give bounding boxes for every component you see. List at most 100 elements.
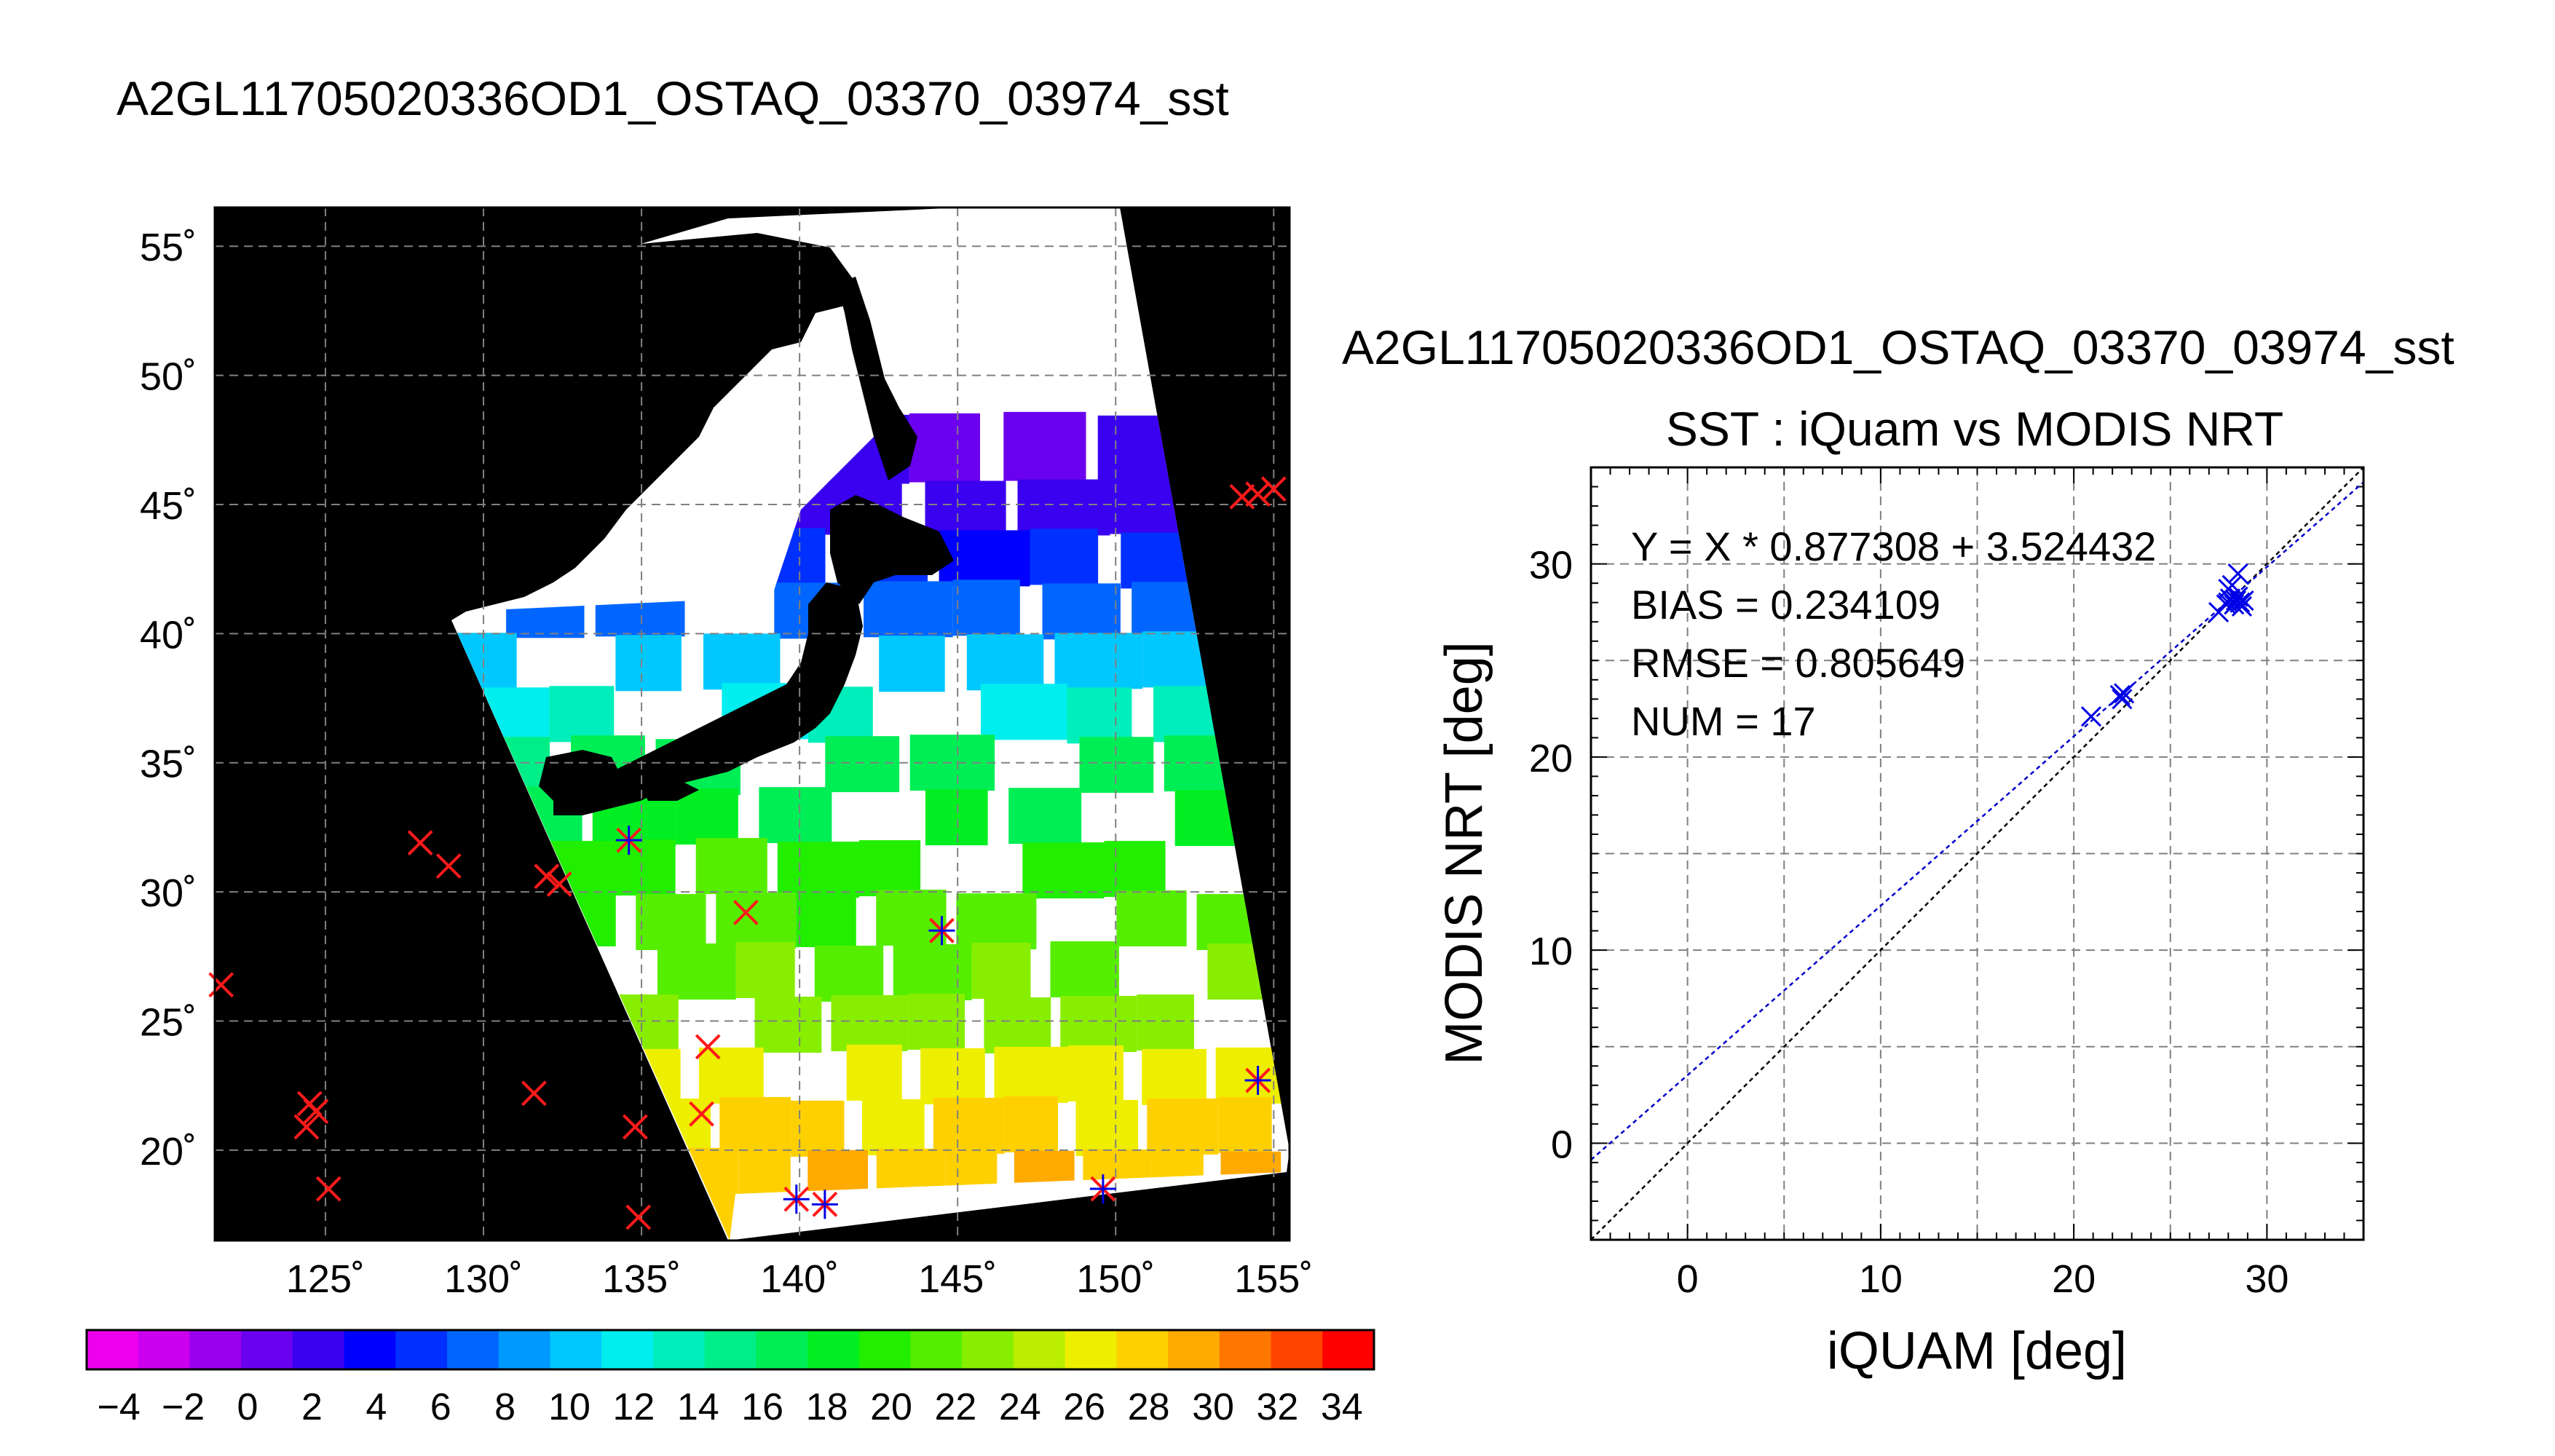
colorbar-segment xyxy=(1013,1330,1066,1369)
sst-cell xyxy=(703,633,781,690)
colorbar-segment xyxy=(704,1330,757,1369)
map-y-tick-labels: 20˚ 25˚ 30˚ 35˚ 40˚ 45˚ 50˚ 55˚ xyxy=(140,226,197,1174)
sst-band xyxy=(462,683,1229,744)
sst-cell xyxy=(1142,1048,1207,1105)
sst-cell xyxy=(1075,1099,1139,1156)
sst-cell xyxy=(719,1096,791,1153)
sst-cell xyxy=(549,686,615,743)
sst-band xyxy=(556,890,1277,950)
colorbar-segment xyxy=(756,1330,808,1369)
sst-cell xyxy=(1042,583,1121,640)
colorbar-tick-label: 6 xyxy=(430,1386,451,1428)
sst-cell xyxy=(966,634,1044,691)
map-marker-x xyxy=(1245,481,1271,507)
map-marker-x xyxy=(1229,483,1255,510)
map-marker-x xyxy=(293,1114,320,1140)
scatter-filename: A2GL11705020336OD1_OSTAQ_03370_03974_sst xyxy=(1342,320,2455,374)
colorbar-segment xyxy=(1065,1330,1117,1369)
sst-cell xyxy=(1030,529,1099,585)
map-marker-matched xyxy=(615,826,642,855)
scatter-point xyxy=(2114,683,2135,704)
sst-cell xyxy=(1067,1045,1124,1101)
colorbar-segment xyxy=(807,1330,860,1369)
map-y-tick-label: 55˚ xyxy=(140,226,197,269)
sst-band xyxy=(648,1096,1272,1157)
map-x-tick-label: 125˚ xyxy=(286,1257,365,1301)
sst-cell xyxy=(735,942,795,998)
colorbar-segment xyxy=(550,1330,602,1369)
scatter-point xyxy=(2222,574,2243,596)
scatter-point xyxy=(2227,563,2248,584)
sst-cell xyxy=(1079,737,1154,794)
colorbar-tick-label: 14 xyxy=(677,1386,719,1428)
sst-cell xyxy=(1218,1096,1272,1153)
sst-cell xyxy=(846,1044,902,1101)
map-x-tick-label: 150˚ xyxy=(1076,1257,1155,1301)
map-marker-x xyxy=(534,863,560,890)
land-kyushu-shikoku xyxy=(539,750,699,808)
map-x-tick-label: 135˚ xyxy=(602,1257,681,1301)
scatter-y-tick-label: 0 xyxy=(1551,1123,1573,1166)
map-marker-x xyxy=(407,830,433,856)
map-marker-x xyxy=(689,1101,714,1127)
sst-cell xyxy=(864,581,953,638)
map-marker-matched xyxy=(928,916,955,946)
colorbar-tick-label: 12 xyxy=(612,1386,655,1428)
colorbar: −4 −2 0 2 4 6 8 10 12 14 16 18 20 22 24 26 28 30 32 34 xyxy=(85,1329,1375,1428)
map-marker-x xyxy=(521,1080,547,1107)
map-x-tick-label: 130˚ xyxy=(444,1257,523,1301)
colorbar-tick-label: 24 xyxy=(999,1386,1041,1428)
sst-cell xyxy=(825,736,900,793)
sst-cell xyxy=(956,893,1037,949)
sst-cell xyxy=(1137,994,1194,1051)
land-sakhalin xyxy=(837,277,917,480)
colorbar-tick-label: 2 xyxy=(301,1386,323,1428)
colorbar-tick-label: 18 xyxy=(806,1386,848,1428)
scatter-x-tick-label: 0 xyxy=(1677,1257,1699,1301)
map-y-tick-label: 35˚ xyxy=(140,743,197,786)
colorbar-tick-label: 20 xyxy=(870,1386,912,1428)
scatter-y-tick-labels: 0 10 20 30 xyxy=(1529,544,1573,1167)
scatter-point xyxy=(2227,586,2248,607)
sst-cell xyxy=(859,840,921,897)
map-panel: 125˚ 130˚ 135˚ 140˚ 145˚ 150˚ 155˚ 20˚ 25˚ 30˚ 35… xyxy=(140,206,1313,1301)
colorbar-tick-label: 10 xyxy=(548,1386,591,1428)
map-marker-x xyxy=(315,1176,341,1202)
colorbar-tick-label: 16 xyxy=(741,1386,783,1428)
sst-cell xyxy=(1060,996,1137,1052)
colorbar-segment xyxy=(395,1330,448,1369)
colorbar-segment xyxy=(1219,1330,1272,1369)
map-marker-x xyxy=(1260,476,1287,502)
map-gridlines xyxy=(215,207,1290,1241)
map-x-tick-label: 155˚ xyxy=(1234,1257,1313,1301)
sst-cell xyxy=(925,789,988,846)
map-marker-x xyxy=(622,1114,648,1140)
sst-cell xyxy=(777,842,859,898)
sst-cell xyxy=(1008,788,1082,844)
sst-cell xyxy=(909,413,980,483)
scatter-points xyxy=(2080,563,2254,727)
sst-cell xyxy=(925,480,1006,537)
sst-cell xyxy=(984,997,1051,1053)
land-asia-coast xyxy=(215,207,859,620)
sst-cell xyxy=(1054,633,1143,689)
colorbar-frame xyxy=(85,1329,1375,1371)
sst-cell xyxy=(862,1099,925,1155)
sst-cell xyxy=(933,1097,1005,1154)
sst-cell xyxy=(893,944,972,1000)
colorbar-segment xyxy=(241,1330,293,1369)
map-y-tick-label: 45˚ xyxy=(140,484,197,528)
map-title: A2GL11705020336OD1_OSTAQ_03370_03974_sst xyxy=(117,71,1229,125)
scatter-annotation: RMSE = 0.805649 xyxy=(1631,640,1965,686)
scatter-title: SST : iQuam vs MODIS NRT xyxy=(1666,402,2283,456)
colorbar-segment xyxy=(87,1330,139,1369)
sst-cell xyxy=(1004,1096,1058,1152)
map-marker-x xyxy=(625,1204,652,1230)
sst-cell xyxy=(796,891,856,947)
land-masses xyxy=(215,207,1290,815)
scatter-y-tick-label: 10 xyxy=(1529,930,1573,973)
map-marker-matched xyxy=(1244,1066,1271,1096)
sst-cell xyxy=(614,839,676,896)
map-y-tick-label: 25˚ xyxy=(140,1000,197,1044)
